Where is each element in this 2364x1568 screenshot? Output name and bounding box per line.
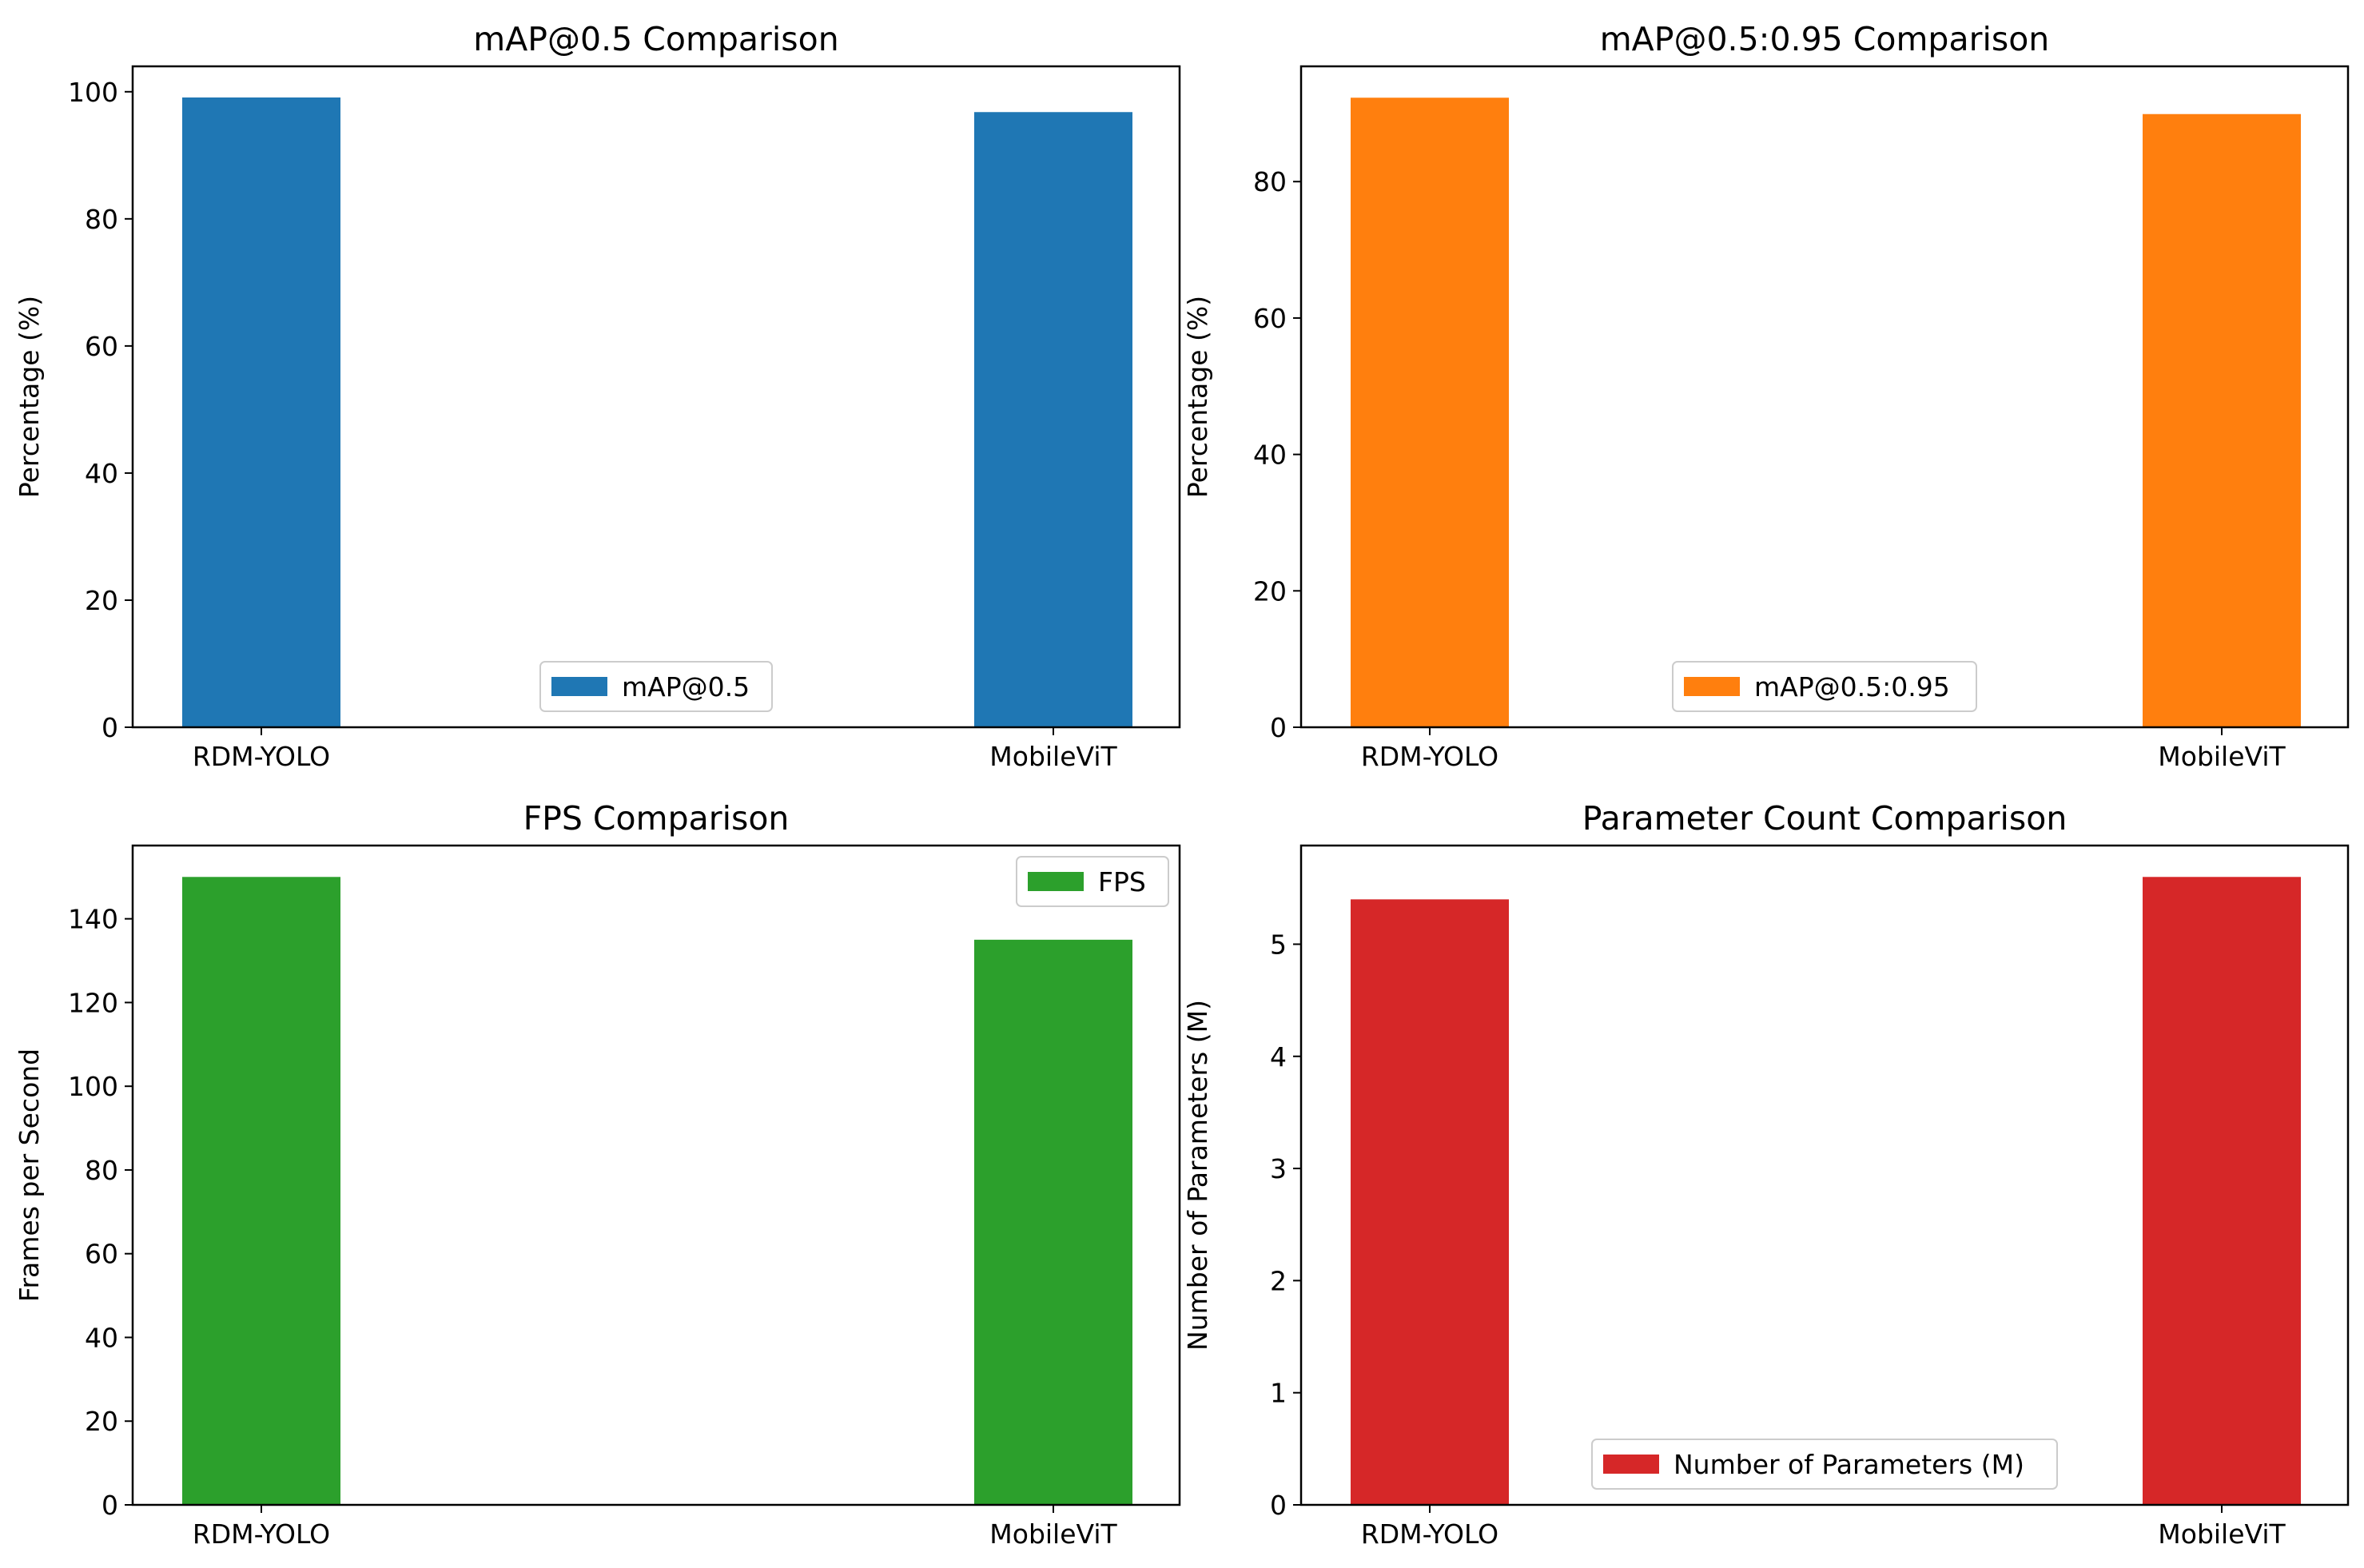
y-tick-label: 60 — [85, 1239, 118, 1270]
x-tick-label: RDM-YOLO — [193, 1518, 330, 1550]
bar-mobilevit — [2143, 877, 2301, 1505]
y-tick-label: 60 — [1253, 303, 1287, 334]
bar-rdm-yolo — [182, 877, 340, 1505]
x-tick-label: MobileViT — [2158, 1518, 2286, 1550]
y-axis-label: Number of Parameters (M) — [1182, 1000, 1213, 1351]
y-tick-label: 20 — [85, 585, 118, 616]
y-tick-label: 40 — [85, 458, 118, 489]
y-tick-label: 5 — [1270, 929, 1287, 960]
bar-mobilevit — [974, 939, 1132, 1505]
legend-swatch — [1603, 1455, 1659, 1474]
y-tick-label: 140 — [68, 904, 118, 935]
bar-mobilevit — [974, 112, 1132, 727]
subplot-4: Parameter Count Comparison Number of Para… — [1182, 799, 2350, 1550]
y-tick-label: 40 — [1253, 440, 1287, 471]
y-tick-label: 80 — [1253, 166, 1287, 197]
legend: mAP@0.5:0.95 — [1672, 661, 1977, 712]
legend-box — [1672, 661, 1977, 712]
legend-swatch — [1028, 872, 1084, 891]
y-tick-label: 40 — [85, 1322, 118, 1353]
x-tick-label: RDM-YOLO — [193, 741, 330, 772]
y-tick-label: 0 — [1270, 712, 1287, 743]
y-axis-label: Percentage (%) — [14, 296, 45, 498]
subplot-1: mAP@0.5 Comparison Percentage (%) 0 20 40 60 8… — [14, 20, 1181, 772]
legend-swatch — [551, 677, 607, 696]
bar-mobilevit — [2143, 113, 2301, 727]
subplot-2: mAP@0.5:0.95 Comparison Percentage (%) 0 20… — [1182, 20, 2350, 772]
plot-frame — [1299, 844, 2350, 1506]
x-tick-label: RDM-YOLO — [1361, 741, 1498, 772]
x-tick-label: MobileViT — [2158, 741, 2286, 772]
y-axis-label: Frames per Second — [14, 1049, 45, 1302]
y-tick-label: 0 — [1270, 1490, 1287, 1521]
y-tick-label: 3 — [1270, 1153, 1287, 1184]
legend: mAP@0.5 — [539, 661, 773, 712]
x-tick-label: RDM-YOLO — [1361, 1518, 1498, 1550]
y-tick-label: 0 — [101, 712, 118, 743]
legend-label: mAP@0.5 — [622, 671, 750, 702]
y-tick-label: 1 — [1270, 1378, 1287, 1409]
legend-swatch — [1684, 677, 1740, 696]
y-tick-label: 100 — [68, 77, 118, 108]
y-tick-label: 2 — [1270, 1265, 1287, 1296]
subplot-3: FPS Comparison Frames per Second 0 20 40 60 80… — [14, 799, 1181, 1550]
x-tick-label: MobileViT — [989, 1518, 1117, 1550]
bar-rdm-yolo — [1351, 899, 1509, 1505]
legend: FPS — [1016, 856, 1169, 907]
y-tick-label: 80 — [85, 204, 118, 235]
legend: Number of Parameters (M) — [1591, 1439, 2058, 1490]
y-tick-label: 4 — [1270, 1041, 1287, 1073]
legend-label: Number of Parameters (M) — [1674, 1449, 2024, 1480]
plot-frame — [1299, 65, 2350, 729]
legend-box — [1016, 856, 1169, 907]
y-tick-label: 20 — [85, 1406, 118, 1437]
chart-title: FPS Comparison — [523, 799, 790, 838]
y-tick-label: 80 — [85, 1155, 118, 1186]
y-tick-label: 0 — [101, 1490, 118, 1521]
legend-label: mAP@0.5:0.95 — [1754, 671, 1950, 702]
bar-rdm-yolo — [182, 97, 340, 728]
chart-title: mAP@0.5 Comparison — [473, 20, 838, 58]
y-axis-label: Percentage (%) — [1182, 296, 1213, 498]
chart-title: mAP@0.5:0.95 Comparison — [1600, 20, 2050, 58]
legend-label: FPS — [1098, 866, 1146, 897]
y-tick-label: 20 — [1253, 575, 1287, 607]
y-tick-label: 120 — [68, 987, 118, 1018]
legend-box — [1591, 1439, 2058, 1490]
plot-frame — [131, 65, 1181, 729]
chart-title: Parameter Count Comparison — [1582, 799, 2068, 838]
plot-frame — [131, 844, 1181, 1506]
y-tick-label: 60 — [85, 331, 118, 362]
x-tick-label: MobileViT — [989, 741, 1117, 772]
legend-box — [539, 661, 773, 712]
bar-rdm-yolo — [1351, 98, 1509, 727]
y-tick-label: 100 — [68, 1071, 118, 1102]
